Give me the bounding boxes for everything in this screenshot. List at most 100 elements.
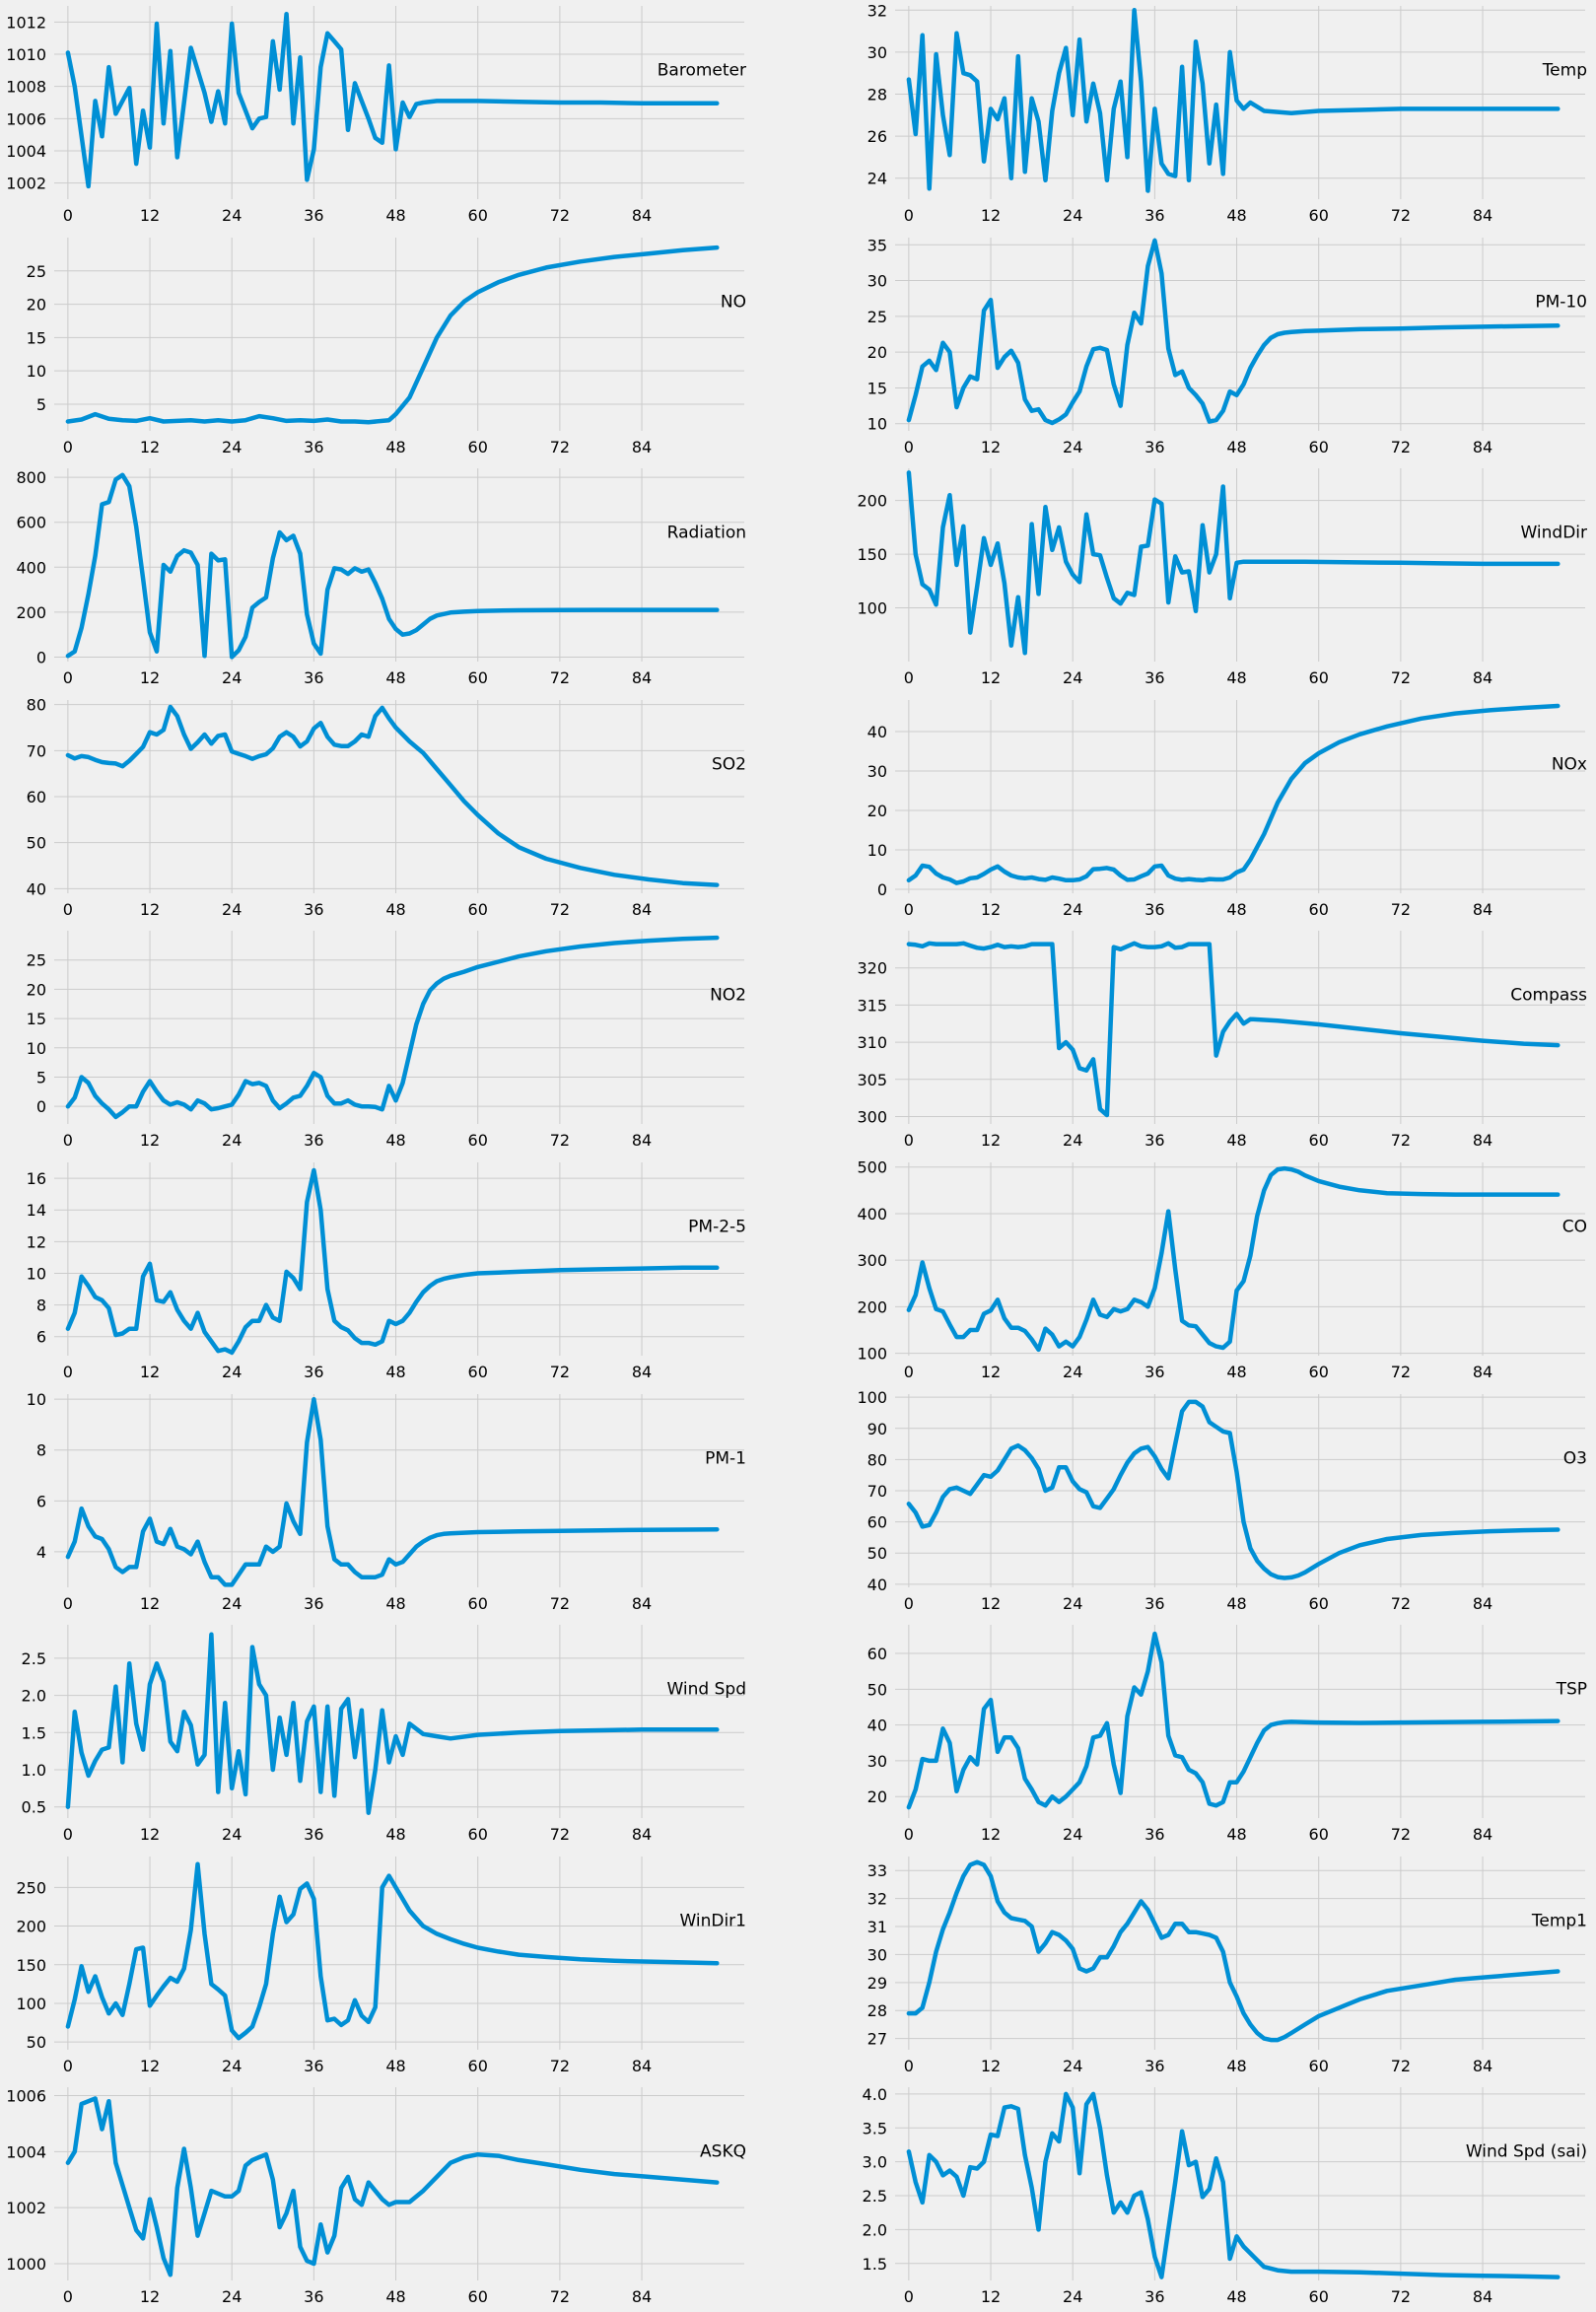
x-tick-label: 36 xyxy=(304,1594,323,1613)
chart-compass: 0 12 24 36 48 60 72 84 300 305 310 315 320 Compass xyxy=(857,931,1587,1150)
y-tick-label: 30 xyxy=(867,1945,887,1964)
x-tick-label: 60 xyxy=(468,2287,488,2306)
x-tick-label: 36 xyxy=(304,1363,323,1381)
x-tick-label: 12 xyxy=(140,2057,160,2075)
y-tick-label: 8 xyxy=(36,1296,46,1315)
x-tick-label: 84 xyxy=(632,2287,652,2306)
y-tick-label: 1012 xyxy=(6,13,46,32)
variable-label: WinDir1 xyxy=(679,1911,746,1930)
chart-co: 0 12 24 36 48 60 72 84 100 200 300 400 500 CO xyxy=(857,1158,1587,1381)
x-tick-label: 72 xyxy=(1391,2287,1411,2306)
variable-label: WindDir xyxy=(1520,524,1587,543)
y-tick-label: 40 xyxy=(867,1716,887,1735)
chart-wind-spd: 0 12 24 36 48 60 72 84 0.5 1.0 1.5 2.0 2.5 Wind Spd xyxy=(22,1625,746,1844)
y-tick-label: 150 xyxy=(16,1956,46,1975)
x-tick-label: 36 xyxy=(304,2057,323,2075)
variable-label: O3 xyxy=(1563,1448,1587,1468)
x-tick-label: 36 xyxy=(1145,1131,1164,1150)
x-tick-label: 84 xyxy=(1473,2057,1492,2075)
x-tick-label: 48 xyxy=(385,1131,405,1150)
x-tick-label: 48 xyxy=(385,1825,405,1844)
y-tick-label: 0 xyxy=(36,649,46,667)
y-tick-label: 5 xyxy=(36,395,46,414)
x-tick-label: 48 xyxy=(385,2057,405,2075)
x-tick-label: 60 xyxy=(1309,1825,1329,1844)
x-tick-label: 60 xyxy=(468,900,488,919)
y-tick-label: 60 xyxy=(867,1512,887,1531)
x-tick-label: 24 xyxy=(222,2287,242,2306)
x-tick-label: 48 xyxy=(1226,2057,1246,2075)
x-tick-label: 36 xyxy=(304,206,323,225)
x-tick-label: 72 xyxy=(550,1594,570,1613)
variable-label: NOx xyxy=(1552,754,1587,774)
y-tick-label: 40 xyxy=(27,879,46,898)
x-tick-label: 12 xyxy=(981,1594,1001,1613)
y-tick-label: 26 xyxy=(867,127,887,146)
x-tick-label: 24 xyxy=(1063,2057,1082,2075)
y-tick-label: 400 xyxy=(857,1205,887,1224)
y-tick-label: 1006 xyxy=(6,109,46,128)
series-line-pm-2-5 xyxy=(65,1167,720,1356)
y-tick-label: 0 xyxy=(877,880,887,899)
chart-wind-spd-sai: 0 12 24 36 48 60 72 84 1.5 2.0 2.5 3.0 3.5 4.0 Wind Sp… xyxy=(863,2085,1587,2306)
x-tick-label: 48 xyxy=(1226,900,1246,919)
x-tick-label: 24 xyxy=(222,206,242,225)
y-tick-label: 15 xyxy=(867,379,887,397)
x-tick-label: 36 xyxy=(304,1131,323,1150)
x-tick-label: 60 xyxy=(1309,2287,1329,2306)
x-tick-label: 72 xyxy=(1391,438,1411,456)
x-tick-label: 84 xyxy=(632,668,652,687)
y-tick-label: 70 xyxy=(27,741,46,760)
chart-pm-10: 0 12 24 36 48 60 72 84 10 15 20 25 30 35 PM-10 xyxy=(867,236,1587,456)
series-line-tsp xyxy=(906,1632,1561,1810)
y-tick-label: 8 xyxy=(36,1440,46,1459)
x-tick-label: 84 xyxy=(1473,206,1492,225)
x-tick-label: 0 xyxy=(904,2057,914,2075)
y-tick-label: 400 xyxy=(16,558,46,577)
y-tick-label: 250 xyxy=(16,1878,46,1897)
x-tick-label: 36 xyxy=(304,1825,323,1844)
variable-label: Temp1 xyxy=(1531,1911,1587,1930)
chart-o3: 0 12 24 36 48 60 72 84 40 50 60 70 80 90 100 O3 xyxy=(857,1388,1587,1613)
x-tick-label: 0 xyxy=(63,1131,73,1150)
y-tick-label: 1.5 xyxy=(22,1723,46,1742)
x-tick-label: 72 xyxy=(550,900,570,919)
y-tick-label: 1.0 xyxy=(22,1761,46,1780)
x-tick-label: 60 xyxy=(468,438,488,456)
x-tick-label: 12 xyxy=(140,438,160,456)
x-tick-label: 60 xyxy=(1309,1594,1329,1613)
chart-pm-2-5: 0 12 24 36 48 60 72 84 6 8 10 12 14 16 PM-2-5 xyxy=(27,1162,746,1381)
x-tick-label: 24 xyxy=(1063,668,1082,687)
x-tick-label: 84 xyxy=(1473,1131,1492,1150)
y-tick-label: 29 xyxy=(867,1974,887,1993)
x-tick-label: 0 xyxy=(904,2287,914,2306)
x-tick-label: 0 xyxy=(63,438,73,456)
y-tick-label: 1002 xyxy=(6,2200,46,2218)
x-tick-label: 36 xyxy=(304,668,323,687)
x-tick-label: 60 xyxy=(468,1363,488,1381)
x-tick-label: 36 xyxy=(1145,1594,1164,1613)
y-tick-label: 50 xyxy=(867,1681,887,1700)
y-tick-label: 200 xyxy=(857,1297,887,1316)
variable-label: NO2 xyxy=(710,986,746,1006)
x-tick-label: 60 xyxy=(468,1131,488,1150)
y-tick-label: 1000 xyxy=(6,2255,46,2274)
x-tick-label: 72 xyxy=(550,668,570,687)
y-tick-label: 10 xyxy=(867,414,887,433)
x-tick-label: 60 xyxy=(1309,900,1329,919)
y-tick-label: 30 xyxy=(867,43,887,62)
y-tick-label: 35 xyxy=(867,236,887,254)
x-tick-label: 60 xyxy=(1309,2057,1329,2075)
x-tick-label: 84 xyxy=(1473,1363,1492,1381)
x-tick-label: 0 xyxy=(63,2287,73,2306)
x-tick-label: 72 xyxy=(550,2057,570,2075)
x-tick-label: 72 xyxy=(550,1363,570,1381)
x-tick-label: 0 xyxy=(904,1363,914,1381)
y-tick-label: 100 xyxy=(857,599,887,618)
x-tick-label: 0 xyxy=(904,668,914,687)
y-tick-label: 14 xyxy=(27,1201,46,1220)
x-tick-label: 48 xyxy=(1226,1594,1246,1613)
chart-no: 0 12 24 36 48 60 72 84 5 10 15 20 25 NO xyxy=(27,237,746,456)
x-tick-label: 48 xyxy=(1226,206,1246,225)
